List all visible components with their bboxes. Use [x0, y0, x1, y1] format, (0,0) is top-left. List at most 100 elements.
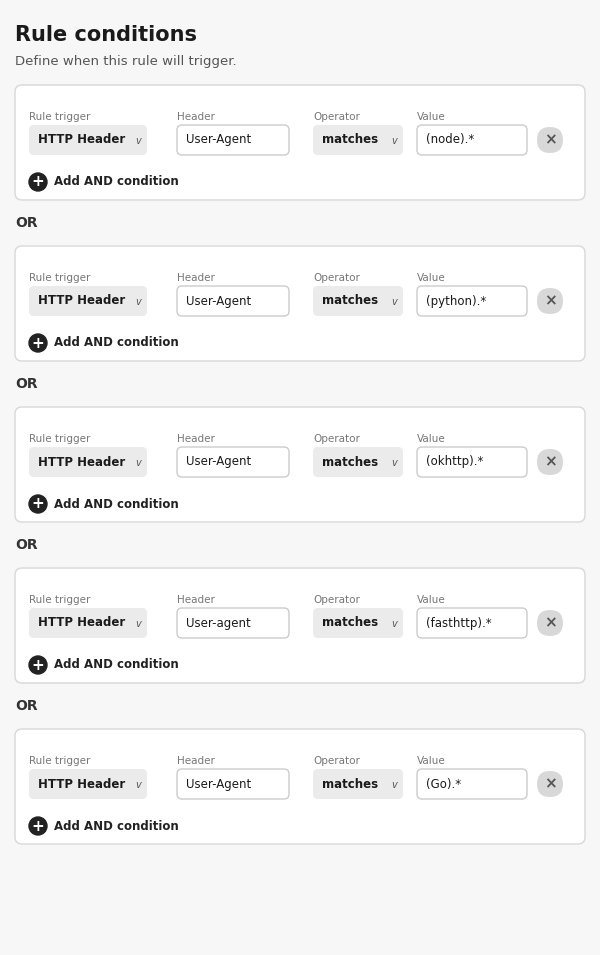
FancyBboxPatch shape — [417, 608, 527, 638]
Text: Value: Value — [417, 756, 446, 766]
Text: Add AND condition: Add AND condition — [54, 176, 179, 188]
Text: Operator: Operator — [313, 112, 360, 122]
Text: matches: matches — [322, 294, 378, 308]
FancyBboxPatch shape — [15, 407, 585, 522]
Text: Value: Value — [417, 112, 446, 122]
Text: matches: matches — [322, 777, 378, 791]
Text: Define when this rule will trigger.: Define when this rule will trigger. — [15, 55, 236, 68]
Text: v: v — [391, 619, 397, 629]
FancyBboxPatch shape — [313, 286, 403, 316]
Text: HTTP Header: HTTP Header — [38, 134, 125, 146]
FancyBboxPatch shape — [537, 127, 563, 153]
Circle shape — [29, 817, 47, 835]
Text: v: v — [135, 780, 141, 790]
FancyBboxPatch shape — [313, 125, 403, 155]
Text: ×: × — [544, 616, 556, 630]
Text: v: v — [135, 619, 141, 629]
Text: matches: matches — [322, 456, 378, 469]
FancyBboxPatch shape — [417, 286, 527, 316]
FancyBboxPatch shape — [177, 769, 289, 799]
FancyBboxPatch shape — [313, 447, 403, 477]
FancyBboxPatch shape — [29, 125, 147, 155]
Text: HTTP Header: HTTP Header — [38, 777, 125, 791]
Text: (python).*: (python).* — [426, 294, 486, 308]
Text: User-Agent: User-Agent — [186, 134, 251, 146]
Text: Rule trigger: Rule trigger — [29, 434, 91, 444]
FancyBboxPatch shape — [29, 447, 147, 477]
Text: v: v — [391, 297, 397, 307]
Text: HTTP Header: HTTP Header — [38, 617, 125, 629]
FancyBboxPatch shape — [29, 769, 147, 799]
Text: Header: Header — [177, 756, 215, 766]
Text: Operator: Operator — [313, 595, 360, 605]
FancyBboxPatch shape — [417, 447, 527, 477]
Circle shape — [29, 495, 47, 513]
Text: Header: Header — [177, 273, 215, 283]
Text: Rule trigger: Rule trigger — [29, 112, 91, 122]
Text: ×: × — [544, 776, 556, 792]
Text: (okhttp).*: (okhttp).* — [426, 456, 484, 469]
Circle shape — [29, 656, 47, 674]
FancyBboxPatch shape — [537, 288, 563, 314]
Text: v: v — [391, 780, 397, 790]
Text: v: v — [391, 136, 397, 146]
FancyBboxPatch shape — [177, 286, 289, 316]
Text: Operator: Operator — [313, 273, 360, 283]
Text: Rule conditions: Rule conditions — [15, 25, 197, 45]
Text: Value: Value — [417, 273, 446, 283]
Text: User-Agent: User-Agent — [186, 777, 251, 791]
Text: Add AND condition: Add AND condition — [54, 659, 179, 671]
Text: Value: Value — [417, 434, 446, 444]
FancyBboxPatch shape — [29, 608, 147, 638]
Text: Header: Header — [177, 434, 215, 444]
FancyBboxPatch shape — [177, 447, 289, 477]
Text: Header: Header — [177, 595, 215, 605]
Text: +: + — [32, 497, 44, 512]
FancyBboxPatch shape — [313, 769, 403, 799]
Text: +: + — [32, 818, 44, 834]
Text: v: v — [135, 458, 141, 468]
Text: OR: OR — [15, 699, 38, 713]
Text: User-Agent: User-Agent — [186, 456, 251, 469]
FancyBboxPatch shape — [15, 729, 585, 844]
Text: Add AND condition: Add AND condition — [54, 819, 179, 833]
Text: v: v — [135, 136, 141, 146]
Text: +: + — [32, 657, 44, 672]
Text: (node).*: (node).* — [426, 134, 474, 146]
Text: matches: matches — [322, 617, 378, 629]
Text: Add AND condition: Add AND condition — [54, 498, 179, 511]
Text: Rule trigger: Rule trigger — [29, 273, 91, 283]
Text: HTTP Header: HTTP Header — [38, 294, 125, 308]
Text: v: v — [391, 458, 397, 468]
FancyBboxPatch shape — [15, 568, 585, 683]
FancyBboxPatch shape — [417, 769, 527, 799]
Text: matches: matches — [322, 134, 378, 146]
Text: ×: × — [544, 293, 556, 308]
Text: Rule trigger: Rule trigger — [29, 756, 91, 766]
FancyBboxPatch shape — [177, 608, 289, 638]
FancyBboxPatch shape — [537, 771, 563, 797]
Circle shape — [29, 334, 47, 352]
Text: Rule trigger: Rule trigger — [29, 595, 91, 605]
Text: Add AND condition: Add AND condition — [54, 336, 179, 350]
FancyBboxPatch shape — [417, 125, 527, 155]
Text: Operator: Operator — [313, 756, 360, 766]
FancyBboxPatch shape — [537, 449, 563, 475]
FancyBboxPatch shape — [177, 125, 289, 155]
Text: Header: Header — [177, 112, 215, 122]
Text: OR: OR — [15, 377, 38, 391]
FancyBboxPatch shape — [29, 286, 147, 316]
Circle shape — [29, 173, 47, 191]
Text: User-Agent: User-Agent — [186, 294, 251, 308]
FancyBboxPatch shape — [15, 246, 585, 361]
Text: (Go).*: (Go).* — [426, 777, 461, 791]
Text: User-agent: User-agent — [186, 617, 251, 629]
Text: ×: × — [544, 133, 556, 147]
Text: (fasthttp).*: (fasthttp).* — [426, 617, 491, 629]
Text: Operator: Operator — [313, 434, 360, 444]
Text: HTTP Header: HTTP Header — [38, 456, 125, 469]
FancyBboxPatch shape — [15, 85, 585, 200]
Text: +: + — [32, 175, 44, 189]
FancyBboxPatch shape — [537, 610, 563, 636]
Text: +: + — [32, 335, 44, 350]
